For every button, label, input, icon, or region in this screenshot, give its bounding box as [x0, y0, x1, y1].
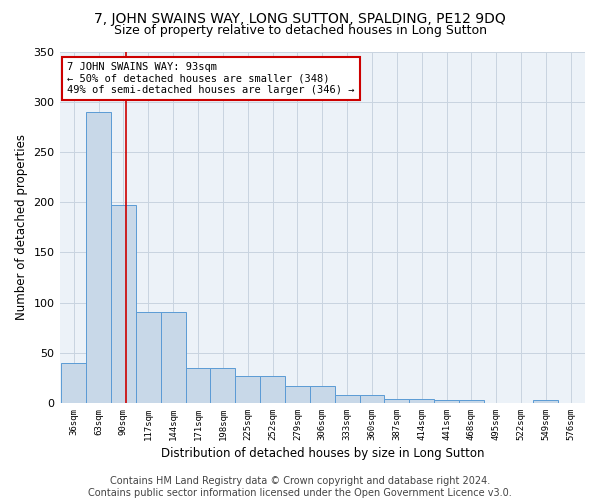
- Bar: [185, 368, 211, 403]
- Bar: [310, 386, 335, 403]
- Bar: [111, 205, 136, 403]
- Y-axis label: Number of detached properties: Number of detached properties: [15, 134, 28, 320]
- Text: Contains HM Land Registry data © Crown copyright and database right 2024.
Contai: Contains HM Land Registry data © Crown c…: [88, 476, 512, 498]
- Bar: [385, 399, 409, 403]
- Bar: [409, 399, 434, 403]
- Bar: [359, 395, 385, 403]
- Bar: [459, 400, 484, 403]
- Bar: [533, 400, 559, 403]
- Bar: [136, 312, 161, 403]
- Bar: [285, 386, 310, 403]
- Bar: [260, 376, 285, 403]
- Bar: [61, 363, 86, 403]
- Text: 7, JOHN SWAINS WAY, LONG SUTTON, SPALDING, PE12 9DQ: 7, JOHN SWAINS WAY, LONG SUTTON, SPALDIN…: [94, 12, 506, 26]
- Bar: [161, 312, 185, 403]
- Bar: [235, 376, 260, 403]
- Text: 7 JOHN SWAINS WAY: 93sqm
← 50% of detached houses are smaller (348)
49% of semi-: 7 JOHN SWAINS WAY: 93sqm ← 50% of detach…: [67, 62, 355, 95]
- Bar: [86, 112, 111, 403]
- X-axis label: Distribution of detached houses by size in Long Sutton: Distribution of detached houses by size …: [161, 447, 484, 460]
- Bar: [335, 395, 359, 403]
- Text: Size of property relative to detached houses in Long Sutton: Size of property relative to detached ho…: [113, 24, 487, 37]
- Bar: [434, 400, 459, 403]
- Bar: [211, 368, 235, 403]
